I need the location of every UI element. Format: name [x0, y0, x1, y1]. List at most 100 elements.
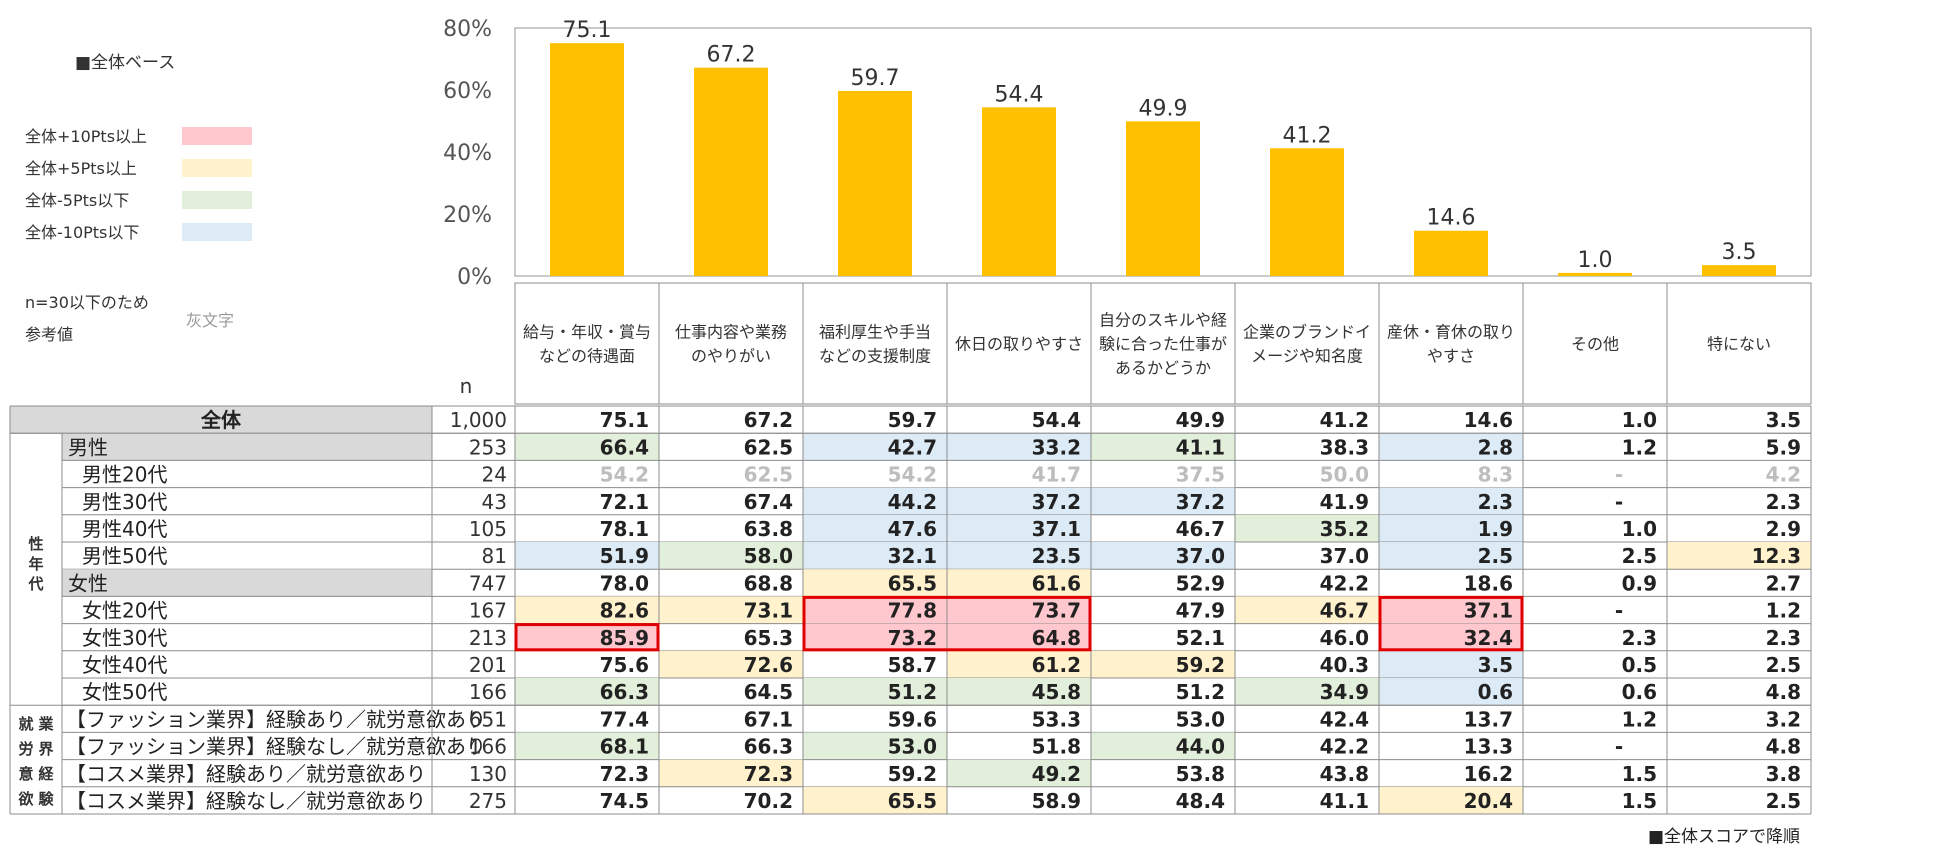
base-label: ■全体ベース — [75, 53, 175, 73]
row-label: 男性30代 — [82, 490, 167, 514]
cell-value: 73.2 — [888, 626, 937, 650]
cell-value: 4.2 — [1766, 463, 1801, 487]
highlight-cell — [1379, 623, 1523, 651]
bar-value-label: 41.2 — [1283, 123, 1332, 148]
cell-value: 66.4 — [600, 435, 649, 459]
cell-value: 73.7 — [1032, 599, 1081, 623]
row-label: 男性 — [68, 435, 108, 459]
cell-value: 70.2 — [744, 789, 793, 813]
row-label: 女性50代 — [82, 680, 167, 704]
n-value: 166 — [469, 735, 507, 759]
cell-value: 44.2 — [888, 490, 937, 514]
cell-value: 12.3 — [1752, 544, 1801, 568]
n-value: 105 — [469, 517, 507, 541]
cell-value: 1.2 — [1622, 707, 1657, 731]
highlight-cell — [1379, 514, 1523, 542]
category-label: 特にない — [1707, 335, 1771, 354]
cell-value: 65.5 — [888, 571, 937, 595]
n-value: 167 — [469, 599, 507, 623]
cell-value: 85.9 — [600, 626, 649, 650]
n-value: 747 — [469, 571, 507, 595]
cell-value: 52.1 — [1176, 626, 1225, 650]
legend-swatch — [182, 127, 252, 145]
highlight-cell — [659, 759, 803, 787]
highlight-cell — [1379, 433, 1523, 461]
cell-value: 82.6 — [600, 599, 649, 623]
highlight-cell — [947, 596, 1091, 624]
cell-value: 37.0 — [1320, 544, 1369, 568]
table-row: 女性30代 213 85.9 65.3 73.2 64.8 52.1 46.0 32.4 2.3 2… — [62, 623, 1811, 652]
n-value: 24 — [482, 463, 507, 487]
cell-value: 75.1 — [600, 408, 649, 432]
legend-label: 全体-5Pts以下 — [25, 191, 129, 210]
n-value: 275 — [469, 789, 507, 813]
cell-value: 68.8 — [744, 571, 793, 595]
bar-value-label: 1.0 — [1578, 248, 1613, 273]
cell-value: 46.7 — [1320, 599, 1369, 623]
table-row: 男性30代 43 72.1 67.4 44.2 37.2 37.2 41.9 2.3 - 2.3 — [62, 487, 1811, 516]
table-row: 女性 747 78.0 68.8 65.5 61.6 52.9 42.2 18.6 0.9 2.7 — [62, 569, 1811, 597]
cell-value: 53.0 — [1176, 707, 1225, 731]
cell-value: 66.3 — [744, 735, 793, 759]
highlight-cell — [803, 433, 947, 461]
cell-value: 34.9 — [1320, 680, 1369, 704]
cell-value: 1.2 — [1622, 435, 1657, 459]
category-label: その他 — [1571, 335, 1619, 354]
category-label: 仕事内容や業務のやりがい — [675, 323, 787, 366]
highlight-cell — [803, 569, 947, 597]
cell-value: 67.1 — [744, 707, 793, 731]
cell-value: 65.3 — [744, 626, 793, 650]
cell-value: 53.3 — [1032, 707, 1081, 731]
table-row: 男性40代 105 78.1 63.8 47.6 37.1 46.7 35.2 1.9 1.0 2.… — [62, 514, 1811, 543]
cell-value: 18.6 — [1464, 571, 1513, 595]
category-label: 産休・育休の取りやすさ — [1387, 323, 1515, 366]
cell-value: 65.5 — [888, 789, 937, 813]
cell-value: 51.2 — [888, 680, 937, 704]
highlight-cell — [1379, 542, 1523, 570]
cell-value: 14.6 — [1464, 408, 1513, 432]
row-label: 女性30代 — [82, 626, 167, 650]
cell-value: - — [1615, 735, 1623, 759]
highlight-cell — [803, 514, 947, 542]
bar — [1126, 121, 1200, 276]
cell-value: 74.5 — [600, 789, 649, 813]
cell-value: 72.6 — [744, 653, 793, 677]
bar — [694, 67, 768, 277]
highlight-cell — [803, 623, 947, 651]
data-table: 全体 1,000 75.1 67.2 59.7 54.4 49.9 41.2 14.6 1.0 3.… — [9, 405, 1812, 815]
highlight-cell — [515, 732, 659, 760]
cell-value: 2.5 — [1766, 653, 1801, 677]
cell-value: 54.2 — [600, 463, 649, 487]
cell-value: 1.0 — [1622, 517, 1657, 541]
cell-value: 51.8 — [1032, 735, 1081, 759]
table-row: 男性 253 66.4 62.5 42.7 33.2 41.1 38.3 2.8 1.2 5.9 — [62, 433, 1811, 461]
cell-value: 37.5 — [1176, 463, 1225, 487]
cell-value: 4.8 — [1766, 735, 1801, 759]
cell-value: 2.5 — [1478, 544, 1513, 568]
cell-value: 49.9 — [1176, 408, 1225, 432]
group-label-industry: 業 — [37, 715, 54, 733]
cell-value: 3.8 — [1766, 762, 1801, 786]
cell-value: 33.2 — [1032, 435, 1081, 459]
table-row: 女性40代 201 75.6 72.6 58.7 61.2 59.2 40.3 3.5 0.5 2.… — [62, 650, 1811, 679]
bar-chart: 0% 20% 40% 60% 80% 75.1 67.2 59.7 54.4 49.9 41.2 14… — [443, 17, 1812, 290]
cell-value: 13.3 — [1464, 735, 1513, 759]
highlight-cell — [1091, 487, 1235, 515]
table-row: 女性20代 167 82.6 73.1 77.8 73.7 47.9 46.7 37.1 - 1.2 — [62, 596, 1811, 625]
cell-value: 72.1 — [600, 490, 649, 514]
table-row: 【コスメ業界】経験なし／就労意欲あり 275 74.5 70.2 65.5 58.9 48.… — [62, 786, 1811, 815]
note-line1: n=30以下のため — [25, 293, 149, 312]
group-label-gender-age: 性 — [28, 535, 43, 553]
cell-value: 59.2 — [888, 762, 937, 786]
row-label: 女性40代 — [82, 653, 167, 677]
highlight-cell — [803, 678, 947, 706]
highlight-cell — [659, 542, 803, 570]
table-row: 女性50代 166 66.3 64.5 51.2 45.8 51.2 34.9 0.6 0.6 4.… — [62, 678, 1811, 706]
row-label: 男性20代 — [82, 463, 167, 487]
y-tick-label: 60% — [443, 79, 492, 104]
y-tick-label: 40% — [443, 141, 492, 166]
n-value: 651 — [469, 707, 507, 731]
cell-value: 50.0 — [1320, 463, 1369, 487]
cell-value: 58.9 — [1032, 789, 1081, 813]
cell-value: 61.2 — [1032, 653, 1081, 677]
